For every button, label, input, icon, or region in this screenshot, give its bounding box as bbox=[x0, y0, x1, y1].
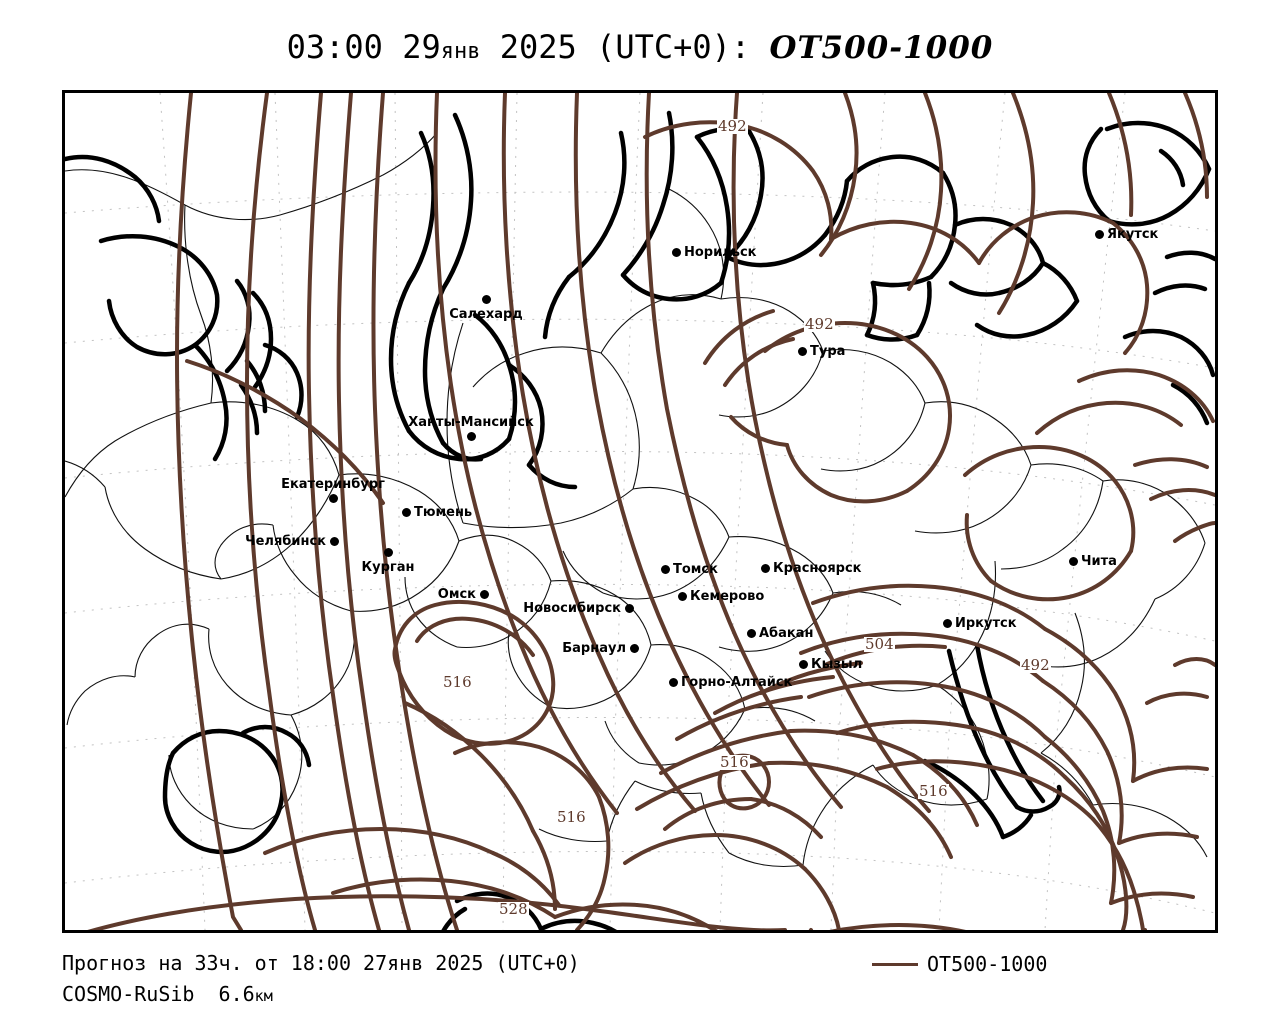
city-label: Томск bbox=[673, 562, 718, 577]
contour-label: 492 bbox=[804, 315, 835, 333]
model-resolution-unit: км bbox=[254, 987, 273, 1005]
city-label: Новосибирск bbox=[523, 601, 621, 616]
city-label: Красноярск bbox=[773, 561, 862, 576]
city-label: Тюмень bbox=[414, 505, 473, 520]
city-label: Якутск bbox=[1107, 227, 1159, 242]
contour-label: 516 bbox=[556, 808, 587, 826]
city-dot-icon bbox=[384, 548, 393, 557]
city-label: Кемерово bbox=[690, 589, 765, 604]
contour-label: 504 bbox=[864, 635, 895, 653]
city-label: Курган bbox=[361, 560, 415, 575]
city-dot-icon bbox=[467, 432, 476, 441]
city-label: Челябинск bbox=[245, 534, 326, 549]
title-tz: (UTC+0): bbox=[596, 28, 751, 66]
city-dot-icon bbox=[761, 564, 770, 573]
city-dot-icon bbox=[672, 248, 681, 257]
contour-label: 516 bbox=[719, 753, 750, 771]
map-canvas[interactable]: Якутск Норильск Салехард Тура Ханты-Мансийск… bbox=[62, 90, 1218, 933]
city-label: Екатеринбург bbox=[281, 477, 385, 492]
contour-layer bbox=[87, 93, 1215, 930]
model-resolution: 6.6 bbox=[218, 982, 255, 1006]
forecast-line: Прогноз на 33ч. от 18:00 27янв 2025 (UTC… bbox=[62, 951, 580, 975]
coastline-layer bbox=[65, 110, 1215, 930]
city-dot-icon bbox=[747, 629, 756, 638]
city-dot-icon bbox=[669, 678, 678, 687]
map-graphics bbox=[65, 93, 1215, 930]
legend: OT500-1000 bbox=[872, 952, 1047, 976]
city-label: Горно-Алтайск bbox=[681, 675, 793, 690]
contour-label: 516 bbox=[918, 782, 949, 800]
title-field: OT500-1000 bbox=[769, 30, 994, 66]
city-dot-icon bbox=[482, 295, 491, 304]
city-dot-icon bbox=[678, 592, 687, 601]
city-label: Чита bbox=[1081, 554, 1117, 569]
city-label: Ханты-Мансийск bbox=[408, 415, 534, 430]
title-month: янв bbox=[440, 39, 481, 64]
legend-label: OT500-1000 bbox=[927, 952, 1048, 976]
city-dot-icon bbox=[330, 537, 339, 546]
contour-label: 516 bbox=[442, 673, 473, 691]
city-dot-icon bbox=[798, 347, 807, 356]
city-label: Кызыл bbox=[811, 657, 863, 672]
city-dot-icon bbox=[799, 660, 808, 669]
city-dot-icon bbox=[1069, 557, 1078, 566]
city-label: Иркутск bbox=[955, 616, 1017, 631]
city-label: Барнаул bbox=[562, 641, 626, 656]
contour-label: 492 bbox=[1020, 656, 1051, 674]
city-label: Абакан bbox=[759, 626, 814, 641]
city-label: Норильск bbox=[684, 245, 757, 260]
model-line: COSMO-RuSib 6.6км bbox=[62, 979, 580, 1010]
city-dot-icon bbox=[625, 604, 634, 613]
contour-label: 528 bbox=[498, 900, 529, 918]
city-dot-icon bbox=[943, 619, 952, 628]
legend-line-swatch bbox=[872, 962, 918, 966]
city-label: Омск bbox=[437, 587, 476, 602]
city-label: Тура bbox=[810, 344, 846, 359]
city-dot-icon bbox=[630, 644, 639, 653]
city-dot-icon bbox=[402, 508, 411, 517]
city-dot-icon bbox=[329, 494, 338, 503]
city-dot-icon bbox=[1095, 230, 1104, 239]
page-title: 03:00 29янв 2025 (UTC+0): OT500-1000 bbox=[0, 28, 1280, 66]
contour-label: 492 bbox=[717, 117, 748, 135]
city-dot-icon bbox=[661, 565, 670, 574]
city-label: Салехард bbox=[449, 307, 523, 322]
title-day: 29 bbox=[402, 28, 441, 66]
title-year: 2025 bbox=[499, 28, 577, 66]
model-name: COSMO-RuSib bbox=[62, 982, 195, 1006]
title-time: 03:00 bbox=[286, 28, 383, 66]
footer-info: Прогноз на 33ч. от 18:00 27янв 2025 (UTC… bbox=[62, 948, 580, 1010]
graticule-layer bbox=[65, 93, 1215, 930]
city-dot-icon bbox=[480, 590, 489, 599]
